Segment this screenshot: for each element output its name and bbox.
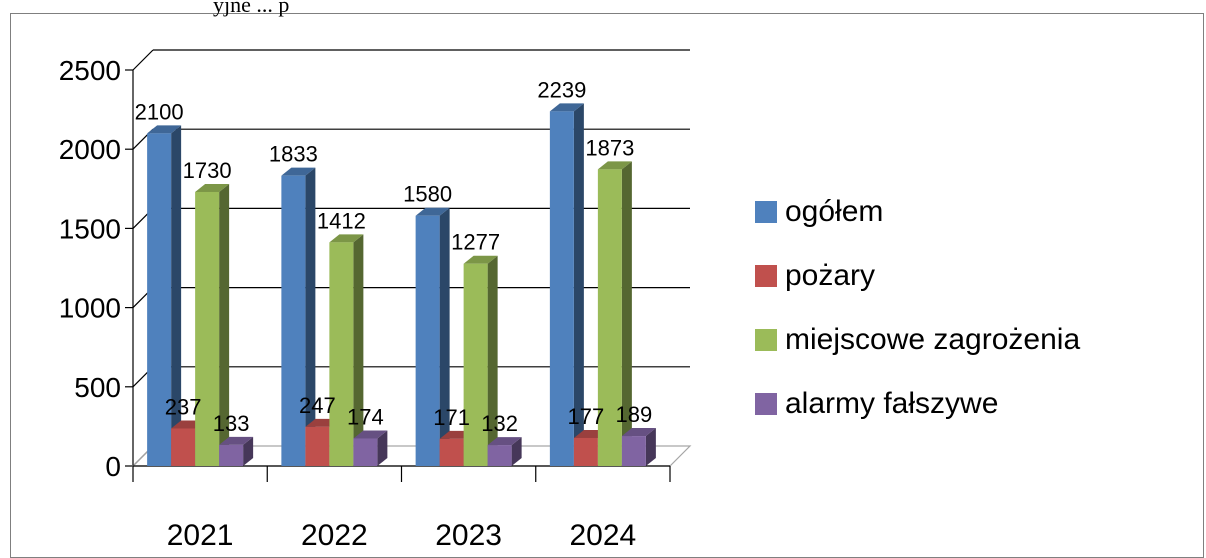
legend-item: alarmy fałszywe bbox=[755, 372, 1080, 436]
legend-item: ogółem bbox=[755, 180, 1080, 244]
bar-side bbox=[219, 183, 230, 466]
x-category-label: 2023 bbox=[435, 519, 502, 552]
bar-side bbox=[377, 430, 388, 466]
legend-swatch bbox=[755, 265, 777, 287]
bar bbox=[439, 438, 464, 466]
x-category-label: 2024 bbox=[570, 519, 637, 552]
y-tick-label: 2500 bbox=[59, 55, 121, 86]
data-label: 237 bbox=[165, 394, 202, 419]
data-label: 1833 bbox=[269, 142, 318, 167]
data-label: 2100 bbox=[135, 99, 184, 124]
bar-side bbox=[171, 125, 182, 467]
bar-top bbox=[597, 161, 632, 170]
data-label: 174 bbox=[347, 404, 384, 429]
data-label: 1580 bbox=[403, 182, 452, 207]
bar bbox=[463, 263, 488, 466]
bar-top bbox=[147, 125, 182, 134]
data-label: 1873 bbox=[585, 135, 634, 160]
bar-top bbox=[219, 436, 254, 445]
y-tick-label: 500 bbox=[74, 372, 121, 403]
bar-side bbox=[353, 234, 364, 466]
bar-top bbox=[195, 183, 230, 192]
data-label: 1730 bbox=[183, 158, 232, 183]
bar bbox=[195, 191, 220, 466]
bar bbox=[329, 242, 354, 466]
bar-side bbox=[243, 436, 254, 466]
data-label: 1412 bbox=[317, 208, 366, 233]
legend-item: pożary bbox=[755, 244, 1080, 308]
legend-item: miejscowe zagrożenia bbox=[755, 308, 1080, 372]
bar-top bbox=[621, 428, 656, 437]
data-label: 177 bbox=[568, 404, 605, 429]
data-label: 1277 bbox=[451, 230, 500, 255]
bar-side bbox=[439, 207, 450, 466]
bar-side bbox=[573, 103, 584, 466]
bar bbox=[147, 133, 172, 467]
bars bbox=[147, 103, 656, 467]
bar bbox=[353, 438, 378, 466]
bar-top bbox=[415, 207, 450, 216]
bar-side bbox=[621, 161, 632, 466]
bar-side bbox=[305, 167, 316, 466]
bar-top bbox=[549, 103, 584, 112]
bar bbox=[415, 215, 440, 466]
data-label: 171 bbox=[433, 405, 470, 430]
bar-side bbox=[487, 255, 498, 466]
top-caption: yjne ... p bbox=[213, 0, 290, 17]
legend-swatch bbox=[755, 393, 777, 415]
bar bbox=[305, 426, 330, 466]
legend-label: miejscowe zagrożenia bbox=[785, 323, 1081, 356]
bar-side bbox=[645, 428, 656, 466]
x-category-label: 2021 bbox=[167, 519, 234, 552]
legend-label: ogółem bbox=[785, 195, 884, 228]
bar bbox=[573, 437, 598, 466]
bar bbox=[597, 169, 622, 466]
x-category-label: 2022 bbox=[301, 519, 368, 552]
bar bbox=[171, 428, 196, 466]
data-label: 247 bbox=[299, 393, 336, 418]
legend-swatch bbox=[755, 329, 777, 351]
data-label: 133 bbox=[213, 411, 250, 436]
side-wall-line bbox=[132, 49, 154, 71]
bar-top bbox=[353, 430, 388, 439]
bar bbox=[487, 445, 512, 466]
y-tick-label: 0 bbox=[105, 451, 121, 482]
legend: ogółem pożary miejscowe zagrożenia alarmy f… bbox=[755, 180, 1080, 436]
y-tick-label: 1500 bbox=[59, 213, 121, 244]
bar-top bbox=[463, 255, 498, 264]
y-tick-label: 2000 bbox=[59, 134, 121, 165]
legend-label: alarmy fałszywe bbox=[785, 387, 999, 420]
bar-top bbox=[281, 167, 316, 176]
data-label: 189 bbox=[616, 402, 653, 427]
bar-side bbox=[511, 437, 522, 466]
bar bbox=[281, 175, 306, 466]
bar-top bbox=[329, 234, 364, 243]
bar-top bbox=[487, 437, 522, 446]
legend-label: pożary bbox=[785, 259, 876, 292]
bar bbox=[549, 111, 574, 466]
data-label: 132 bbox=[481, 411, 518, 436]
bar bbox=[621, 436, 646, 466]
bar bbox=[219, 444, 244, 466]
legend-swatch bbox=[755, 201, 777, 223]
y-tick-label: 1000 bbox=[59, 293, 121, 324]
labels: 0 500 1000 1500 2000 2500 2021 2022 2023 2024 2100… bbox=[59, 55, 653, 552]
data-label: 2239 bbox=[537, 77, 586, 102]
